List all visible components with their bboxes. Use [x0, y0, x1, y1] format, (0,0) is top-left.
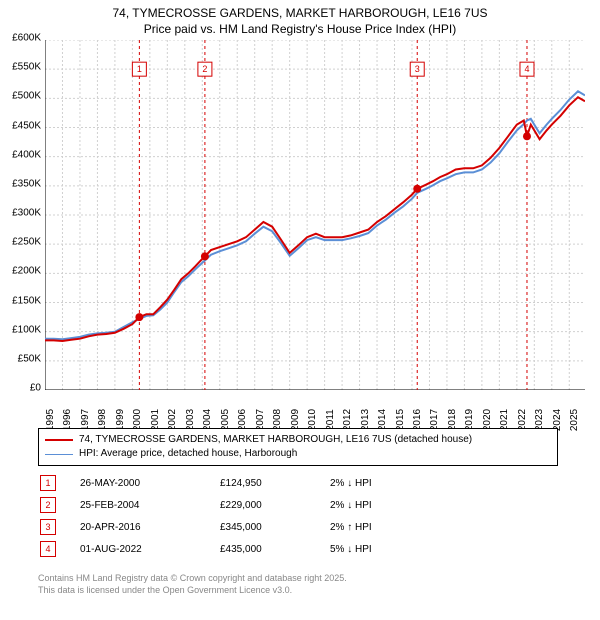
transaction-marker: 1 [40, 475, 56, 491]
chart-title-address: 74, TYMECROSSE GARDENS, MARKET HARBOROUG… [0, 0, 600, 20]
transaction-date: 01-AUG-2022 [80, 544, 220, 555]
legend-swatch [45, 439, 73, 441]
transaction-date: 26-MAY-2000 [80, 478, 220, 489]
legend: 74, TYMECROSSE GARDENS, MARKET HARBOROUG… [38, 428, 558, 466]
svg-text:4: 4 [524, 64, 529, 74]
y-tick-label: £100K [12, 324, 41, 335]
y-tick-label: £300K [12, 208, 41, 219]
footer-line-2: This data is licensed under the Open Gov… [38, 584, 347, 596]
transaction-price: £345,000 [220, 522, 330, 533]
y-tick-label: £250K [12, 237, 41, 248]
footer-attribution: Contains HM Land Registry data © Crown c… [38, 572, 347, 596]
legend-item: HPI: Average price, detached house, Harb… [45, 447, 551, 461]
transaction-date: 20-APR-2016 [80, 522, 220, 533]
legend-item: 74, TYMECROSSE GARDENS, MARKET HARBOROUG… [45, 433, 551, 447]
y-tick-label: £350K [12, 178, 41, 189]
y-tick-label: £600K [12, 33, 41, 44]
y-tick-label: £150K [12, 295, 41, 306]
transaction-row: 4 01-AUG-2022£435,0005% ↓ HPI [38, 538, 558, 560]
transaction-marker: 4 [40, 541, 56, 557]
svg-text:2: 2 [202, 64, 207, 74]
chart-subtitle: Price paid vs. HM Land Registry's House … [0, 20, 600, 40]
transaction-delta: 2% ↑ HPI [330, 522, 430, 533]
x-axis: 1995199619971998199920002001200220032004… [45, 392, 585, 422]
y-tick-label: £500K [12, 91, 41, 102]
transaction-marker: 3 [40, 519, 56, 535]
legend-swatch [45, 454, 73, 455]
transaction-delta: 2% ↓ HPI [330, 478, 430, 489]
y-tick-label: £200K [12, 266, 41, 277]
y-tick-label: £50K [18, 353, 41, 364]
transaction-date: 25-FEB-2004 [80, 500, 220, 511]
transaction-delta: 2% ↓ HPI [330, 500, 430, 511]
transaction-price: £229,000 [220, 500, 330, 511]
legend-label: HPI: Average price, detached house, Harb… [79, 447, 297, 461]
svg-text:1: 1 [137, 64, 142, 74]
chart-plot-area: 1 2 3 4 [45, 40, 585, 390]
transaction-row: 3 20-APR-2016£345,0002% ↑ HPI [38, 516, 558, 538]
footer-line-1: Contains HM Land Registry data © Crown c… [38, 572, 347, 584]
legend-label: 74, TYMECROSSE GARDENS, MARKET HARBOROUG… [79, 433, 472, 447]
transaction-delta: 5% ↓ HPI [330, 544, 430, 555]
y-tick-label: £450K [12, 120, 41, 131]
y-axis: £0£50K£100K£150K£200K£250K£300K£350K£400… [0, 38, 43, 388]
transaction-table: 1 26-MAY-2000£124,9502% ↓ HPI 2 25-FEB-2004… [38, 472, 558, 560]
x-tick-label: 2025 [569, 409, 580, 431]
y-tick-label: £550K [12, 62, 41, 73]
transaction-row: 1 26-MAY-2000£124,9502% ↓ HPI [38, 472, 558, 494]
y-tick-label: £0 [30, 383, 41, 394]
transaction-price: £124,950 [220, 478, 330, 489]
chart-svg: 1 2 3 4 [45, 40, 585, 390]
svg-text:3: 3 [415, 64, 420, 74]
transaction-price: £435,000 [220, 544, 330, 555]
transaction-row: 2 25-FEB-2004£229,0002% ↓ HPI [38, 494, 558, 516]
y-tick-label: £400K [12, 149, 41, 160]
transaction-marker: 2 [40, 497, 56, 513]
